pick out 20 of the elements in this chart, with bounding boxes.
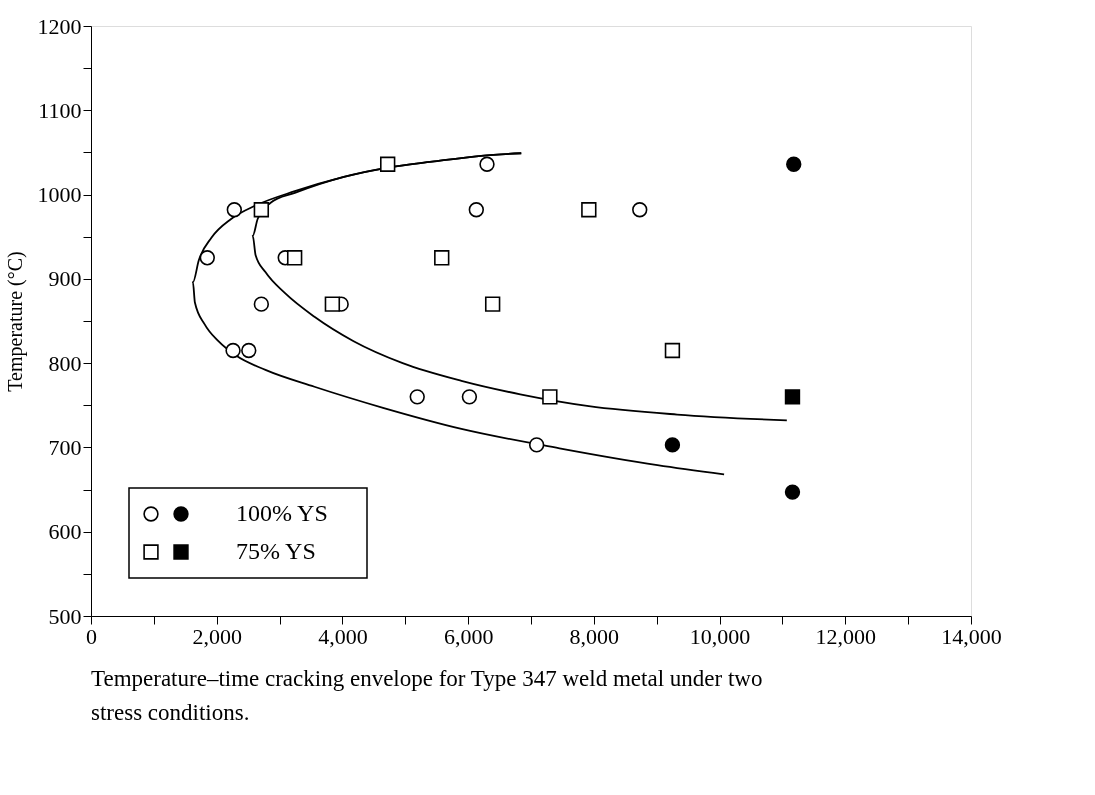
y-tick-label: 700 xyxy=(48,434,82,460)
y-tick-label: 500 xyxy=(48,603,82,629)
x-tick-label: 2,000 xyxy=(192,623,242,649)
y-tick-label: 900 xyxy=(48,266,82,292)
x-tick-label: 6,000 xyxy=(443,623,494,649)
text: Temperature–time cracking envelope for Type 347 weld metal under two stress conditions. xyxy=(91,666,763,725)
y-tick-label: 600 xyxy=(48,519,82,545)
x-tick-label: 8,000 xyxy=(569,623,620,649)
legend-label: 100% YS xyxy=(236,500,328,526)
x-tick-label: 0 xyxy=(86,623,97,649)
y-tick-label: 800 xyxy=(48,350,82,376)
legend-label: 75% YS xyxy=(236,538,316,564)
y-tick-label: 1000 xyxy=(37,182,82,208)
y-tick-label: 1200 xyxy=(37,13,82,39)
y-tick-label: 1100 xyxy=(38,97,82,123)
y-axis-title: Temperature (°C) xyxy=(3,251,27,392)
x-tick-label: 4,000 xyxy=(318,623,368,649)
x-tick-label: 14,000 xyxy=(941,623,1002,649)
x-tick-label: 12,000 xyxy=(815,623,877,649)
x-tick-label: 10,000 xyxy=(689,623,751,649)
